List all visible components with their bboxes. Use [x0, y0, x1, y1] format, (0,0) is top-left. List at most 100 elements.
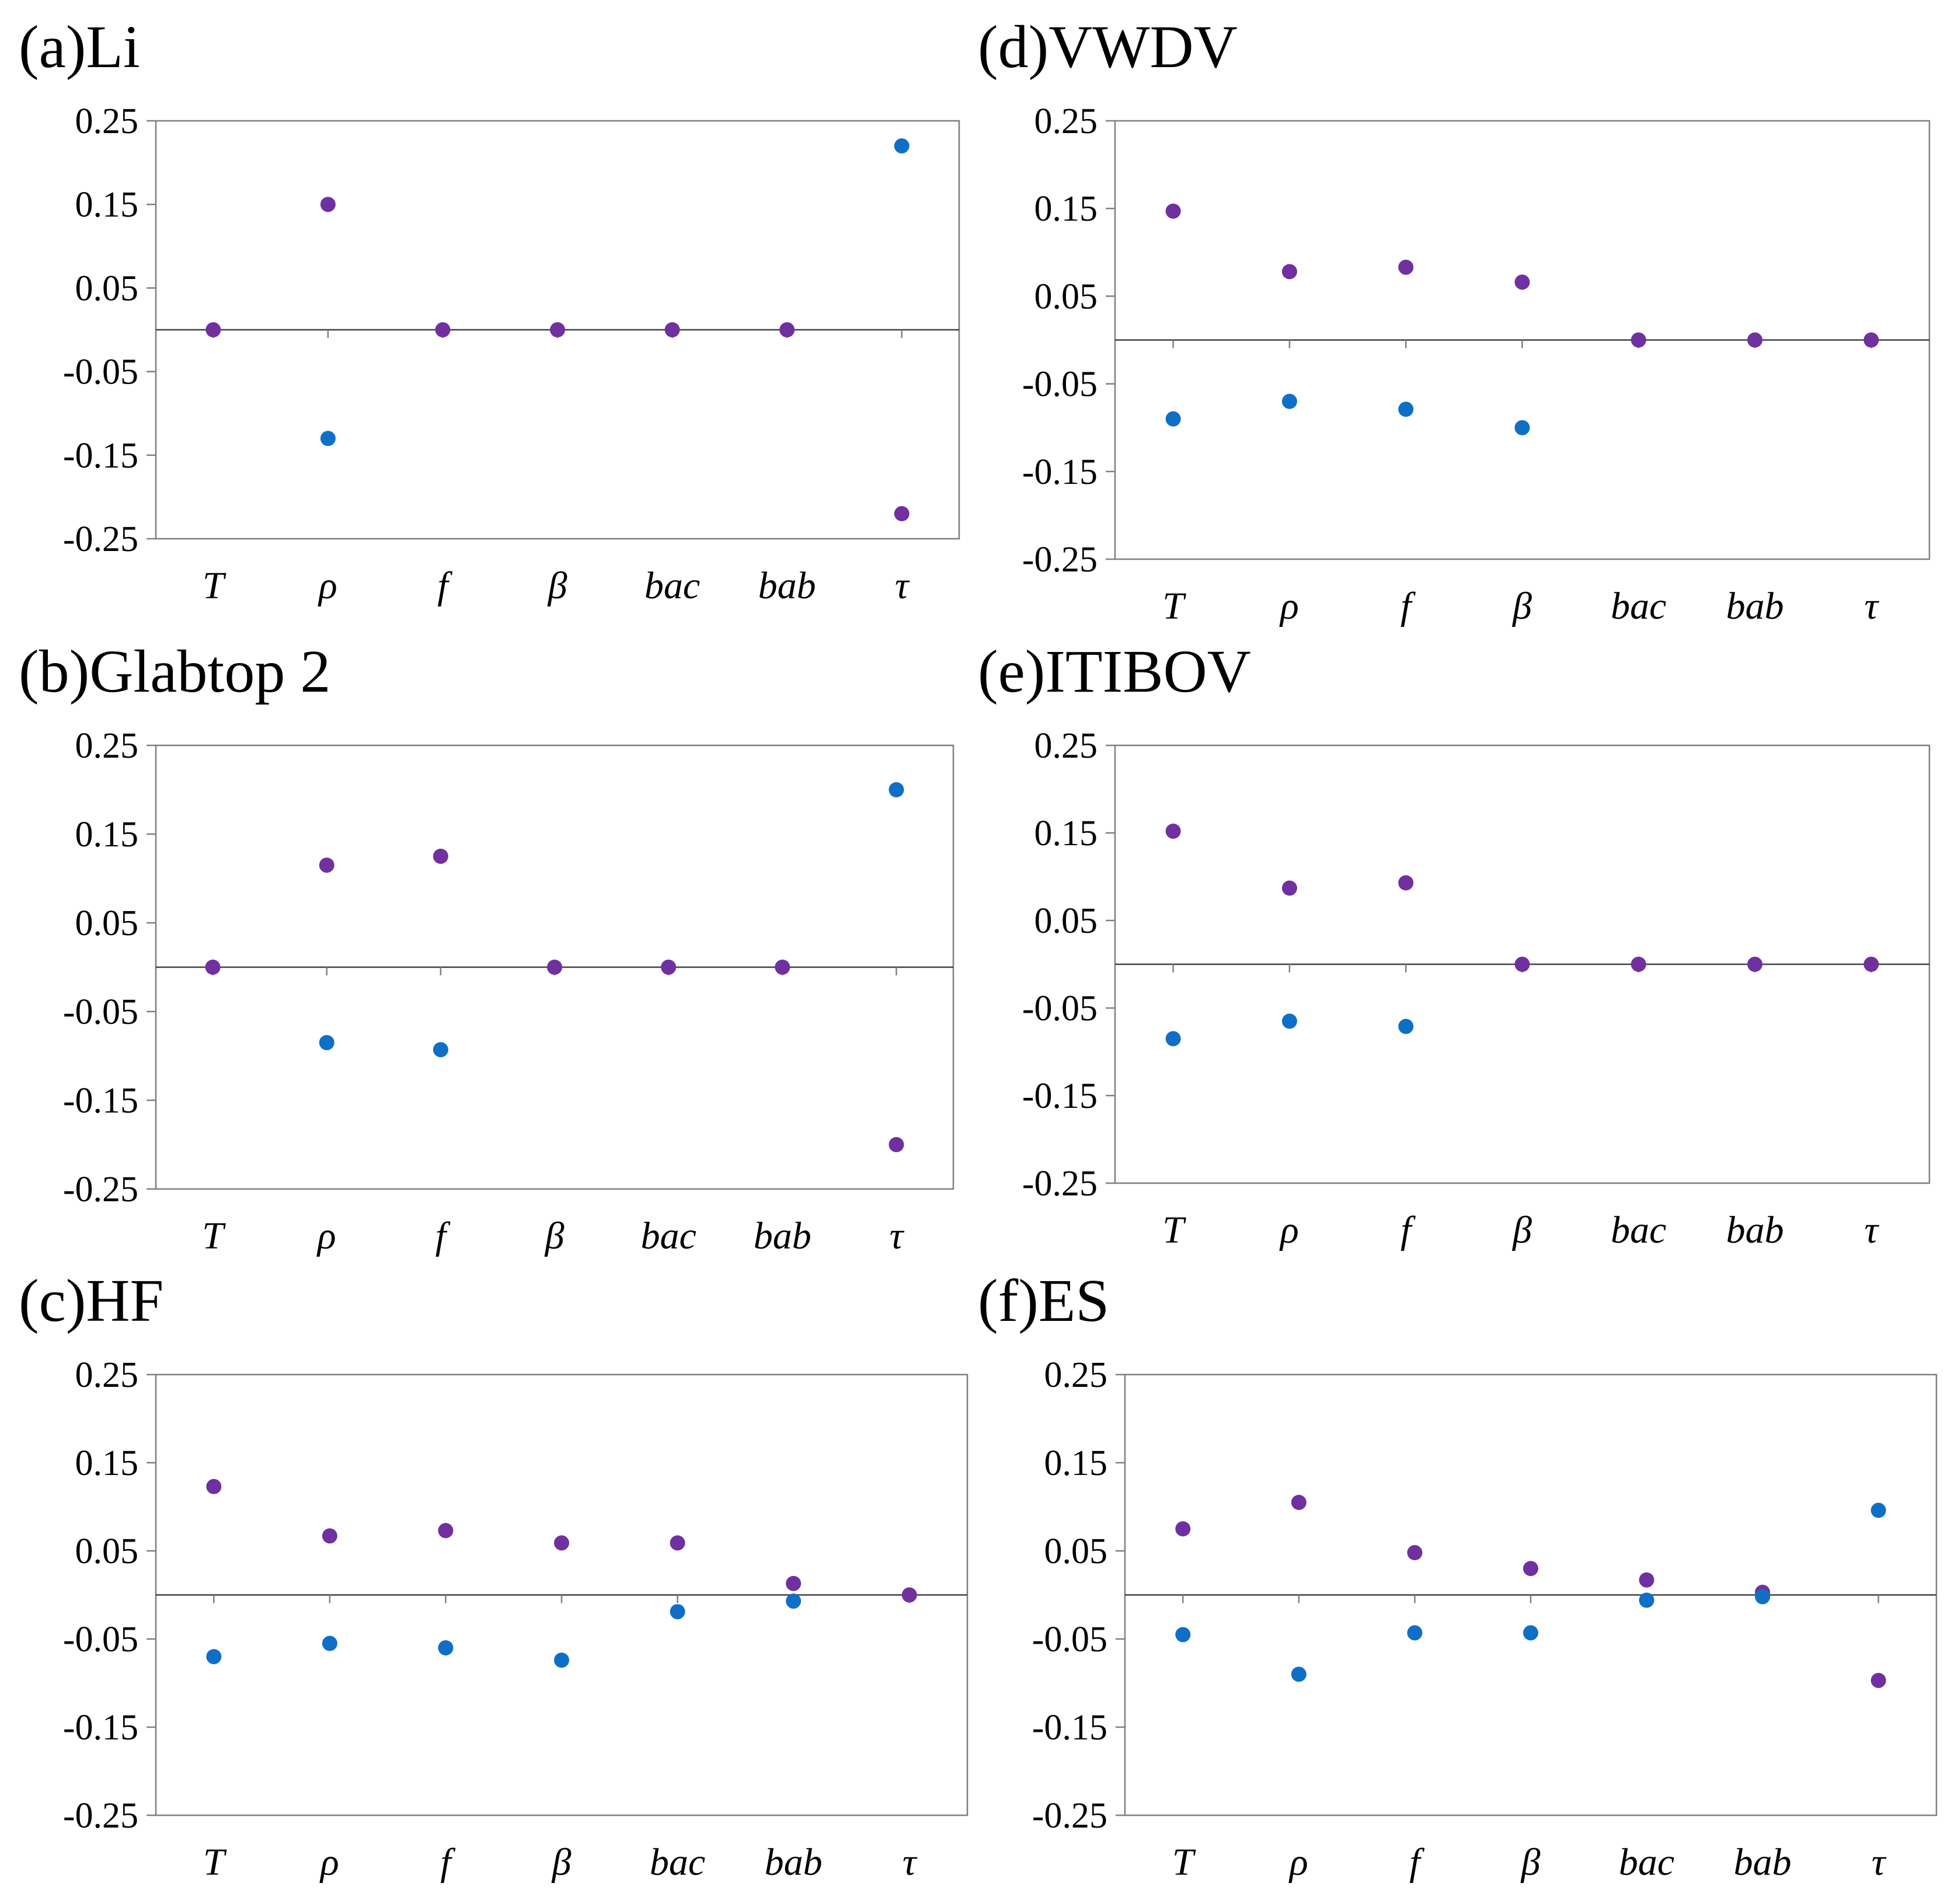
data-point-purple: [1870, 1672, 1886, 1688]
data-point-purple: [889, 1137, 904, 1152]
y-tick-label: 0.25: [75, 726, 139, 766]
data-point-blue: [1165, 411, 1181, 427]
y-tick-label: 0.15: [75, 815, 139, 855]
data-point-blue: [1398, 402, 1414, 417]
data-point-purple: [320, 197, 336, 212]
data-point-purple: [1863, 957, 1879, 972]
x-tick-label: ρ: [1279, 585, 1299, 627]
x-tick-label: bac: [640, 1215, 696, 1257]
x-tick-label: β: [1511, 1209, 1532, 1251]
data-point-blue: [433, 1042, 448, 1058]
data-point-purple: [1747, 957, 1763, 972]
data-point-purple: [1165, 203, 1181, 219]
y-tick-label: 0.15: [75, 1443, 139, 1483]
data-point-blue: [1514, 420, 1530, 435]
data-point-blue: [1165, 1031, 1181, 1047]
y-tick-label: 0.15: [1034, 814, 1098, 853]
x-tick-label: bab: [1734, 1841, 1792, 1884]
y-tick-label: -0.05: [1032, 1620, 1107, 1659]
data-point-purple: [1281, 880, 1297, 896]
panel-title: (c)HF: [19, 1267, 163, 1334]
data-point-purple: [1165, 824, 1181, 839]
y-tick-label: -0.25: [63, 1170, 138, 1209]
x-tick-label: τ: [890, 1215, 905, 1257]
data-point-blue: [1407, 1625, 1423, 1641]
x-tick-label: T: [202, 1215, 226, 1257]
data-point-purple: [1863, 332, 1879, 348]
data-point-blue: [1639, 1592, 1654, 1608]
y-tick-label: -0.25: [63, 1796, 138, 1836]
y-tick-label: 0.25: [75, 102, 139, 141]
x-tick-label: bac: [644, 564, 700, 607]
panel-title: (a)Li: [19, 13, 140, 81]
y-tick-label: -0.15: [63, 1081, 138, 1121]
data-point-purple: [435, 322, 451, 337]
data-point-purple: [775, 960, 790, 975]
x-tick-label: β: [551, 1841, 572, 1884]
x-tick-label: f: [1400, 585, 1416, 627]
x-tick-label: τ: [895, 564, 910, 607]
data-point-purple: [1291, 1494, 1307, 1510]
x-tick-label: ρ: [1288, 1841, 1308, 1884]
x-tick-label: bab: [765, 1841, 823, 1884]
x-tick-label: T: [1172, 1841, 1196, 1884]
y-tick-label: -0.05: [1022, 989, 1098, 1028]
data-point-purple: [206, 1478, 222, 1494]
data-point-purple: [1514, 274, 1530, 290]
data-point-blue: [206, 1649, 222, 1665]
y-tick-label: 0.15: [1044, 1443, 1108, 1483]
y-tick-label: -0.05: [63, 992, 138, 1032]
data-point-purple: [786, 1575, 802, 1591]
data-point-blue: [670, 1604, 685, 1620]
y-tick-label: -0.05: [63, 353, 138, 392]
x-tick-label: ρ: [318, 564, 337, 607]
data-point-purple: [547, 960, 562, 975]
y-tick-label: -0.25: [63, 519, 138, 559]
data-point-purple: [438, 1523, 454, 1539]
data-point-purple: [1747, 332, 1763, 348]
x-tick-label: β: [1511, 585, 1532, 627]
x-tick-label: f: [436, 1215, 451, 1257]
data-point-purple: [322, 1528, 337, 1544]
data-point-purple: [894, 506, 910, 522]
y-tick-label: -0.15: [1022, 452, 1098, 492]
x-tick-label: bac: [650, 1841, 705, 1884]
data-point-blue: [1755, 1589, 1771, 1605]
y-tick-label: 0.25: [75, 1355, 139, 1395]
data-point-blue: [1175, 1627, 1191, 1643]
x-tick-label: bab: [1726, 585, 1784, 627]
x-tick-label: f: [437, 564, 452, 607]
data-point-purple: [1398, 259, 1414, 275]
data-point-purple: [433, 849, 448, 864]
data-point-purple: [1175, 1521, 1191, 1537]
x-tick-label: ρ: [319, 1841, 339, 1884]
y-tick-label: 0.05: [1044, 1532, 1108, 1571]
y-tick-label: -0.25: [1022, 1164, 1098, 1204]
data-point-purple: [664, 322, 680, 337]
data-point-purple: [670, 1535, 685, 1551]
x-tick-label: bab: [1726, 1209, 1784, 1251]
data-point-blue: [1291, 1666, 1307, 1682]
data-point-purple: [1631, 332, 1646, 348]
data-point-blue: [1281, 393, 1297, 409]
data-point-purple: [1281, 264, 1297, 280]
x-tick-label: T: [1162, 585, 1186, 627]
y-tick-label: -0.15: [1022, 1076, 1098, 1116]
data-point-purple: [1631, 957, 1646, 972]
y-tick-label: -0.25: [1022, 540, 1098, 580]
x-tick-label: β: [544, 1215, 565, 1257]
data-point-purple: [1639, 1572, 1654, 1588]
data-point-purple: [1407, 1545, 1423, 1561]
y-tick-label: -0.25: [1032, 1796, 1107, 1836]
data-point-blue: [1523, 1625, 1538, 1641]
x-tick-label: τ: [903, 1841, 918, 1884]
data-point-purple: [901, 1587, 917, 1603]
y-tick-label: 0.15: [1034, 189, 1098, 229]
data-point-purple: [205, 960, 221, 975]
x-tick-label: T: [203, 564, 227, 607]
x-tick-label: bac: [1619, 1841, 1674, 1884]
panel-title: (d)VWDV: [978, 13, 1238, 81]
y-tick-label: -0.15: [1032, 1708, 1107, 1748]
x-tick-label: τ: [1872, 1841, 1887, 1884]
y-tick-label: 0.25: [1034, 726, 1098, 766]
